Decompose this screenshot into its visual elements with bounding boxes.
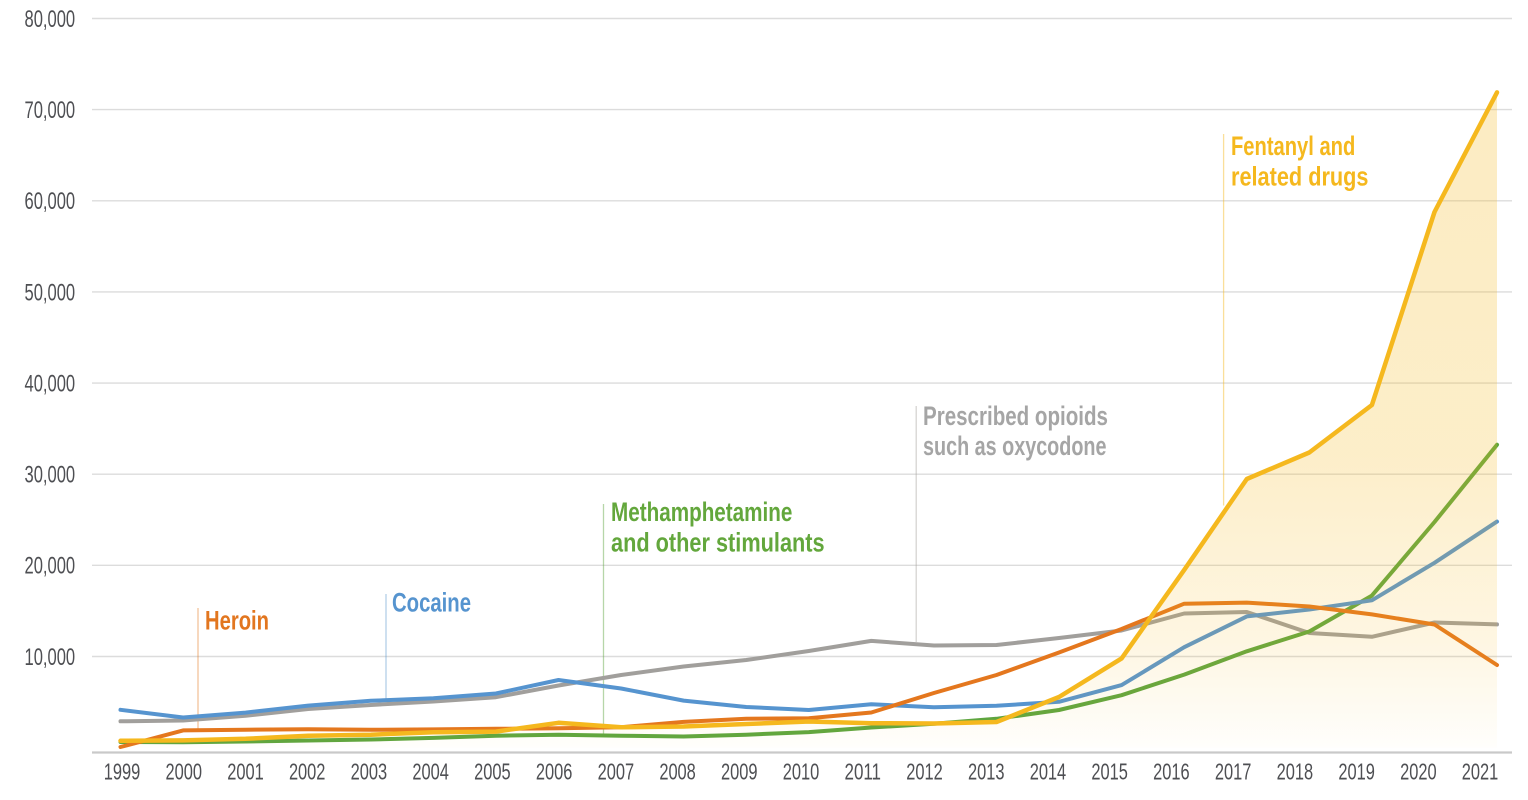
- svg-text:Fentanyl and: Fentanyl and: [1231, 131, 1355, 161]
- svg-text:2008: 2008: [659, 759, 696, 785]
- svg-text:Methamphetamine: Methamphetamine: [611, 497, 792, 527]
- svg-text:Cocaine: Cocaine: [392, 588, 471, 618]
- svg-text:2002: 2002: [289, 759, 326, 785]
- svg-text:2006: 2006: [536, 759, 573, 785]
- svg-text:1999: 1999: [104, 759, 141, 785]
- svg-text:Heroin: Heroin: [205, 606, 269, 636]
- svg-text:related drugs: related drugs: [1231, 161, 1369, 191]
- svg-text:2004: 2004: [412, 759, 449, 785]
- svg-text:50,000: 50,000: [25, 279, 76, 306]
- svg-text:2021: 2021: [1462, 759, 1499, 785]
- svg-text:and other stimulants: and other stimulants: [611, 527, 825, 557]
- svg-text:2005: 2005: [474, 759, 511, 785]
- svg-text:such as oxycodone: such as oxycodone: [923, 431, 1107, 461]
- svg-text:20,000: 20,000: [25, 553, 76, 580]
- svg-text:70,000: 70,000: [25, 97, 76, 124]
- svg-text:2013: 2013: [968, 759, 1005, 785]
- svg-text:2019: 2019: [1338, 759, 1375, 785]
- svg-text:2020: 2020: [1400, 759, 1437, 785]
- svg-text:2016: 2016: [1153, 759, 1190, 785]
- svg-text:2012: 2012: [906, 759, 943, 785]
- svg-text:Prescribed opioids: Prescribed opioids: [923, 401, 1108, 431]
- svg-text:2018: 2018: [1277, 759, 1314, 785]
- svg-text:60,000: 60,000: [25, 188, 76, 215]
- svg-text:30,000: 30,000: [25, 462, 76, 489]
- svg-text:2009: 2009: [721, 759, 758, 785]
- svg-text:80,000: 80,000: [25, 6, 76, 33]
- svg-text:2015: 2015: [1091, 759, 1128, 785]
- svg-text:2001: 2001: [227, 759, 264, 785]
- svg-text:2014: 2014: [1030, 759, 1067, 785]
- svg-text:2010: 2010: [783, 759, 820, 785]
- svg-text:40,000: 40,000: [25, 370, 76, 397]
- svg-text:2000: 2000: [165, 759, 202, 785]
- svg-text:2003: 2003: [351, 759, 388, 785]
- svg-text:2011: 2011: [845, 759, 882, 785]
- svg-text:2017: 2017: [1215, 759, 1252, 785]
- svg-text:2007: 2007: [598, 759, 635, 785]
- svg-text:10,000: 10,000: [25, 644, 76, 671]
